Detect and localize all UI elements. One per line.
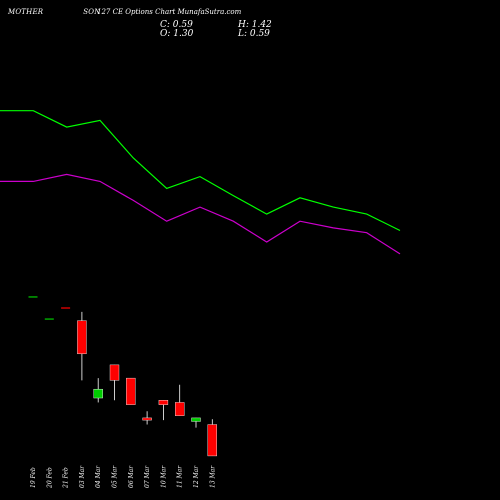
x-tick-label-7: 06 Mar: [128, 465, 135, 488]
candle-body-9: [158, 400, 169, 405]
x-tick-label-2: 20 Feb: [46, 467, 53, 489]
close-value: C: 0.59: [160, 20, 193, 30]
x-tick-label-12: 13 Mar: [209, 465, 216, 488]
candle-body-10: [174, 402, 185, 416]
low-value: L: 0.59: [238, 29, 270, 39]
candle-body-5: [93, 388, 103, 399]
x-tick-label-1: 19 Feb: [30, 467, 37, 488]
x-tick-label-10: 11 Mar: [177, 465, 184, 488]
candle-body-4: [77, 320, 87, 355]
chart-symbol-part2: SON: [83, 8, 101, 16]
line-series-1: [0, 110, 401, 232]
x-tick-label-8: 07 Mar: [144, 465, 151, 488]
x-tick-label-3: 21 Feb: [63, 467, 70, 489]
chart-symbol-part1: MOTHER: [8, 8, 44, 16]
chart-symbol: MOTHER SON: [8, 8, 101, 16]
candle-body-7: [126, 377, 136, 405]
x-tick-label-6: 05 Mar: [112, 465, 119, 488]
x-tick-label-11: 12 Mar: [193, 465, 200, 488]
candle-body-12: [207, 424, 218, 457]
candle-body-11: [191, 417, 201, 422]
candle-body-3: [61, 307, 71, 309]
high-value: H: 1.42: [238, 20, 272, 30]
open-value: O: 1.30: [160, 29, 194, 39]
x-tick-label-9: 10 Mar: [160, 465, 167, 488]
x-tick-label-4: 03 Mar: [79, 465, 86, 488]
candle-body-2: [44, 318, 54, 320]
candle-body-8: [142, 417, 152, 421]
candle-body-1: [28, 296, 38, 298]
x-tick-label-5: 04 Mar: [95, 465, 102, 488]
chart-subtitle: 127 CE Options Chart MunafaSutra.com: [97, 8, 242, 16]
candle-body-6: [109, 364, 120, 381]
line-series-2: [0, 173, 401, 255]
